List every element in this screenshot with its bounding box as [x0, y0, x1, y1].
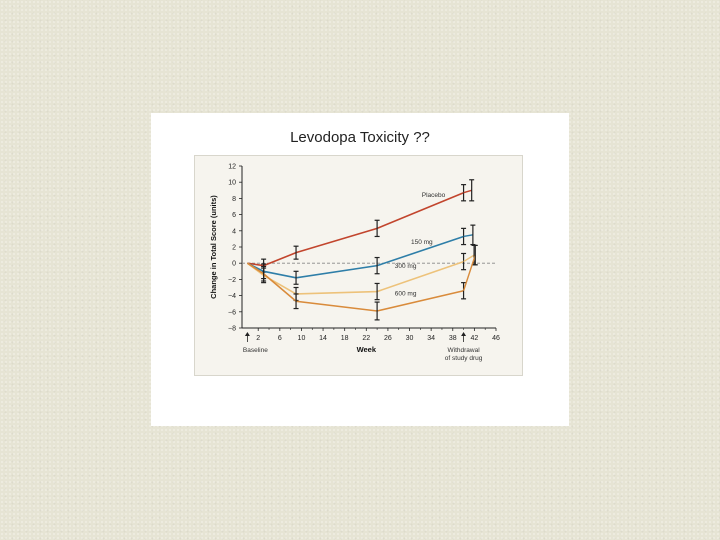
- x-tick-label: 38: [449, 335, 457, 342]
- y-tick-label: 0: [232, 261, 236, 268]
- x-tick-label: 18: [341, 335, 349, 342]
- series-withdrawal-segment: [463, 234, 474, 238]
- y-tick-label: 2: [232, 245, 236, 252]
- y-tick-label: −4: [228, 293, 236, 300]
- withdrawal-label-2: of study drug: [445, 355, 483, 362]
- series-label: Placebo: [422, 192, 446, 199]
- y-tick-label: 12: [228, 164, 236, 171]
- y-tick-label: 6: [232, 212, 236, 219]
- y-tick-label: 8: [232, 196, 236, 203]
- y-tick-label: −6: [228, 309, 236, 316]
- series-withdrawal-segment: [463, 254, 475, 263]
- series-label: 300 mg: [395, 263, 417, 270]
- series-withdrawal-segment: [462, 254, 476, 291]
- x-tick-label: 10: [298, 335, 306, 342]
- baseline-label: Baseline: [243, 347, 268, 354]
- x-tick-label: 42: [470, 335, 478, 342]
- x-tick-label: 34: [427, 335, 435, 342]
- x-tick-label: 14: [319, 335, 327, 342]
- x-tick-label: 26: [384, 335, 392, 342]
- withdrawal-arrowhead: [461, 332, 467, 336]
- series-label: 600 mg: [395, 291, 417, 298]
- x-tick-label: 30: [406, 335, 414, 342]
- x-axis-title: Week: [357, 345, 377, 354]
- y-tick-label: 10: [228, 180, 236, 187]
- series-line-300-mg: [246, 260, 464, 295]
- withdrawal-label: Withdrawal: [447, 347, 480, 354]
- baseline-arrowhead: [244, 332, 250, 336]
- slide: Levodopa Toxicity ?? −8 −6 −4 −2 0 2 4 6 8 10 12 2 6…: [151, 113, 569, 426]
- slide-title: Levodopa Toxicity ??: [290, 129, 430, 146]
- series-label: 150 mg: [411, 239, 433, 246]
- y-tick-label: −8: [228, 326, 236, 333]
- x-tick-label: 46: [492, 335, 500, 342]
- y-tick-label: −2: [228, 277, 236, 284]
- y-tick-label: 4: [232, 228, 236, 235]
- x-tick-label: 2: [256, 335, 260, 342]
- chart-panel: −8 −6 −4 −2 0 2 4 6 8 10 12 2 6 10 14 18 22 26 30 34 38 42 46 C…: [194, 155, 523, 376]
- y-axis-title: Change in Total Score (units): [209, 195, 218, 299]
- series-line-placebo: [247, 191, 464, 267]
- x-tick-label: 22: [362, 335, 370, 342]
- series-line-600-mg: [246, 262, 464, 312]
- x-tick-label: 6: [278, 335, 282, 342]
- series-withdrawal-segment: [463, 189, 472, 194]
